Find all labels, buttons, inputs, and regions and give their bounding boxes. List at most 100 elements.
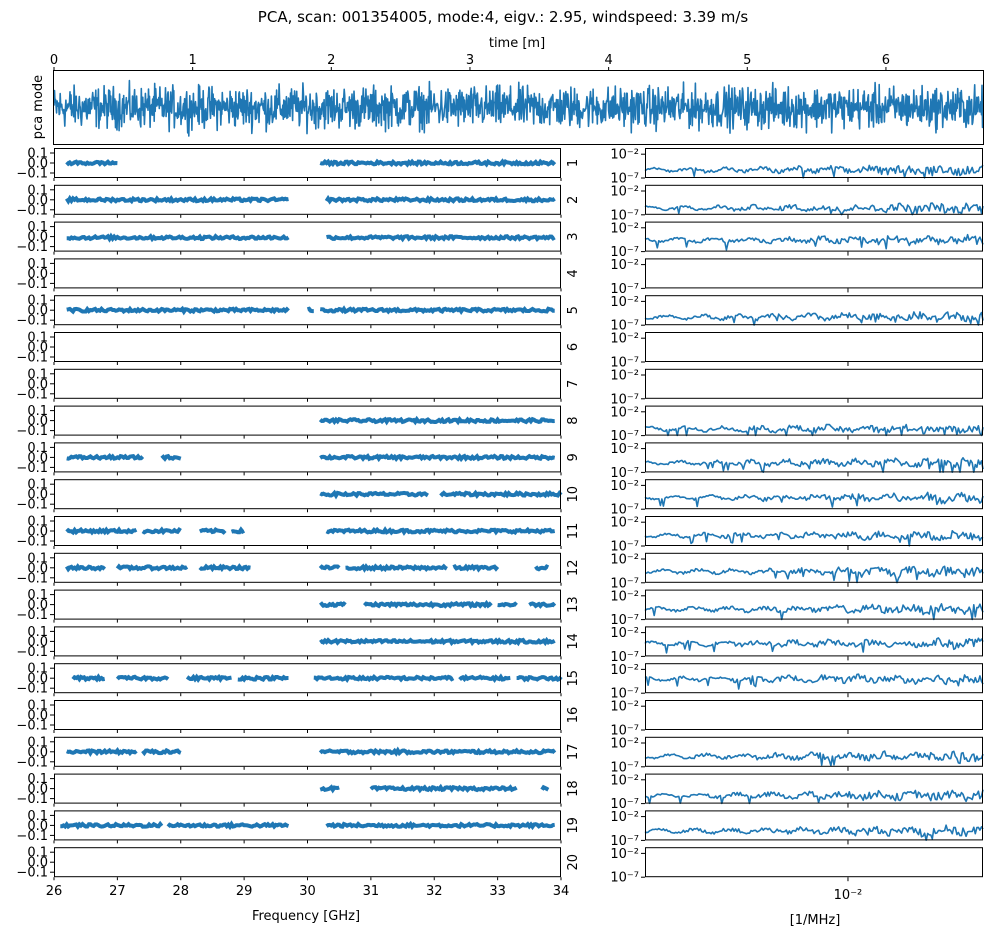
spectrum-y-tick-label: 0.0: [27, 709, 48, 724]
spectrum-axes-frame: [54, 516, 561, 546]
spectrum-segment: [185, 673, 232, 684]
spectrum-row-18: 0.10.0−0.1 18 10⁻² 10⁻⁷: [16, 772, 984, 812]
spectrum-y-tick-label: 0.1: [27, 662, 48, 677]
spectrum-segment: [64, 563, 107, 573]
power-y-tick-label: 10⁻²: [610, 332, 639, 347]
power-y-tick-label: 10⁻⁷: [610, 760, 639, 775]
spectrum-segment: [166, 820, 290, 831]
spectra-rows: 0.10.0−0.1110⁻²10⁻⁷0.10.0−0.1210⁻²10⁻⁷0.…: [16, 147, 984, 886]
power-spectrum-line: [644, 530, 984, 547]
spectrum-segment: [66, 453, 145, 462]
frequency-tick-label: 34: [553, 884, 570, 899]
spectrum-y-tick-label: 0.0: [27, 488, 48, 503]
time-tick-label: 5: [743, 53, 751, 68]
row-number-label: 7: [566, 380, 581, 388]
power-y-tick-label: 10⁻⁷: [610, 576, 639, 591]
spectrum-axes-frame: [54, 663, 561, 694]
pca-mode-axis-label: pca mode: [31, 75, 46, 139]
spectrum-segment: [439, 489, 563, 500]
spectrum-y-tick-label: −0.1: [16, 424, 48, 439]
power-y-tick-label: 10⁻⁷: [610, 687, 639, 702]
time-series-frame: [53, 70, 984, 145]
spectrum-y-tick-label: −0.1: [16, 645, 48, 660]
time-tick-label: 4: [604, 53, 612, 68]
spectrum-y-tick-label: 0.1: [27, 220, 48, 235]
power-spectrum-line: [644, 423, 984, 437]
power-spectrum-axes-frame: [645, 700, 983, 730]
spectrum-axes-frame: [54, 405, 561, 436]
row-number-label: 9: [566, 453, 581, 461]
spectrum-y-tick-label: 0.0: [27, 157, 48, 172]
power-spectrum-axes-frame: [645, 479, 983, 510]
spectrum-axes-frame: [54, 184, 561, 215]
spectrum-axes-frame: [54, 332, 561, 362]
spectrum-axes-frame: [54, 148, 561, 178]
spectrum-y-tick-label: 0.1: [27, 294, 48, 309]
spectrum-axes-frame: [54, 847, 561, 878]
spectrum-y-tick-label: 0.1: [27, 257, 48, 272]
power-spectrum-axes-frame: [645, 847, 983, 878]
spectrum-segment: [319, 489, 429, 500]
spectrum-axes-frame: [54, 442, 561, 473]
spectrum-axes-frame: [54, 221, 561, 252]
spectrum-axes-frame: [54, 258, 561, 289]
power-y-tick-label: 10⁻²: [610, 700, 639, 715]
power-spectrum-line: [644, 824, 984, 841]
spectrum-segment: [71, 673, 106, 683]
spectrum-segment: [319, 158, 557, 168]
power-spectrum-line: [644, 789, 984, 805]
spectrum-y-tick-label: 0.0: [27, 525, 48, 540]
spectrum-segment: [318, 564, 341, 571]
spectrum-segment: [319, 784, 340, 794]
spectrum-row-13: 0.10.0−0.1 13 10⁻² 10⁻⁷: [16, 588, 984, 628]
frequency-tick-label: 27: [109, 884, 126, 899]
spectrum-y-tick-label: 0.0: [27, 782, 48, 797]
spectrum-y-tick-label: 0.1: [27, 478, 48, 493]
power-y-tick-label: 10⁻⁷: [610, 797, 639, 812]
power-spectrum-axes-frame: [645, 148, 983, 178]
power-y-tick-label: 10⁻²: [610, 773, 639, 788]
spectrum-segment: [60, 820, 164, 830]
power-spectrum-line: [644, 311, 984, 326]
spectrum-row-19: 0.10.0−0.1 19 10⁻² 10⁻⁷: [16, 809, 984, 849]
frequency-tick-label: 31: [363, 884, 380, 899]
inverse-frequency-axis-ticks: 10⁻²: [834, 888, 863, 903]
spectrum-row-2: 0.10.0−0.1 2 10⁻² 10⁻⁷: [16, 183, 984, 223]
spectrum-segment: [230, 526, 246, 535]
power-y-tick-label: 10⁻⁷: [610, 429, 639, 444]
frequency-tick-label: 29: [236, 884, 253, 899]
spectrum-y-tick-label: 0.0: [27, 561, 48, 576]
power-spectrum-axes-frame: [645, 221, 983, 252]
frequency-tick-label: 32: [426, 884, 443, 899]
spectrum-y-tick-label: 0.0: [27, 230, 48, 245]
power-spectrum-axes-frame: [645, 442, 983, 473]
spectrum-y-tick-label: 0.1: [27, 846, 48, 861]
power-y-tick-label: 10⁻²: [610, 405, 639, 420]
row-number-label: 12: [566, 560, 581, 577]
spectrum-segment: [318, 415, 555, 426]
spectrum-axes-frame: [54, 736, 561, 767]
spectrum-segment: [325, 526, 556, 536]
inverse-frequency-axis-label: [1/MHz]: [790, 913, 841, 928]
spectrum-segment: [198, 563, 251, 573]
power-spectrum-line: [644, 457, 984, 473]
spectrum-row-1: 0.10.0−0.1 1 10⁻² 10⁻⁷: [16, 147, 984, 187]
time-tick-label: 2: [327, 53, 335, 68]
power-spectrum-axes-frame: [645, 332, 983, 362]
spectrum-y-tick-label: 0.0: [27, 304, 48, 319]
spectrum-y-tick-label: 0.1: [27, 147, 48, 162]
power-y-tick-label: 10⁻²: [610, 295, 639, 310]
spectrum-segment: [318, 601, 347, 609]
spectrum-segment: [65, 194, 289, 205]
power-spectrum-axes-frame: [645, 663, 983, 694]
spectrum-segment: [141, 747, 182, 757]
power-y-tick-label: 10⁻⁷: [610, 503, 639, 518]
power-y-tick-label: 10⁻²: [610, 847, 639, 862]
spectrum-segment: [160, 453, 182, 462]
power-y-tick-label: 10⁻⁷: [610, 172, 639, 187]
spectrum-y-tick-label: 0.0: [27, 377, 48, 392]
power-spectrum-axes-frame: [645, 773, 983, 804]
spectrum-segment: [363, 599, 493, 610]
power-y-tick-label: 10⁻²: [610, 148, 639, 163]
spectrum-axes-frame: [54, 700, 561, 730]
